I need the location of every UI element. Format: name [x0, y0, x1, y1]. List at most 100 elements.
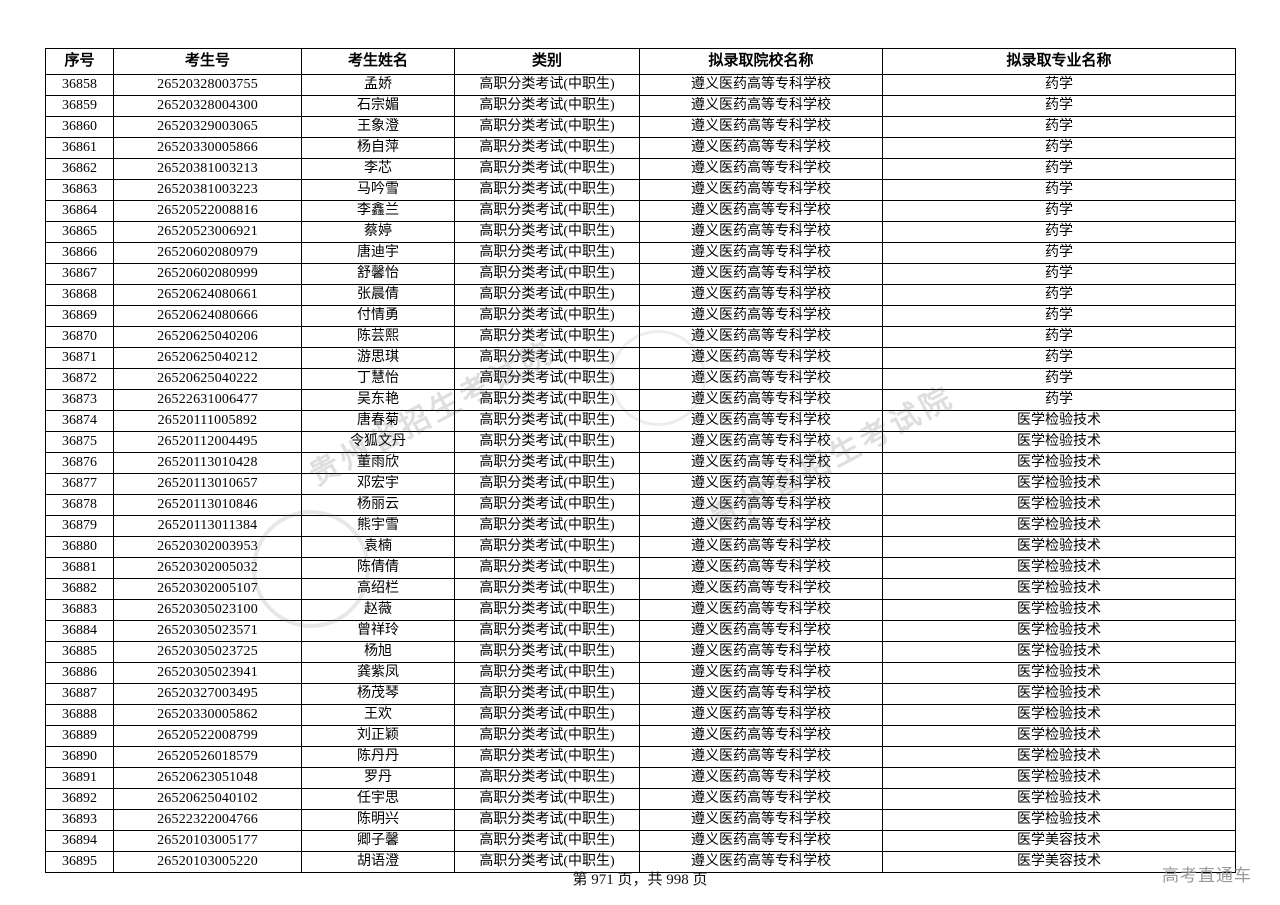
cell-major: 医学检验技术: [882, 662, 1236, 684]
cell-exam-number: 26520381003223: [113, 179, 302, 201]
table-row: 36887 26520327003495 杨茂琴 高职分类考试(中职生) 遵义医药高等专…: [45, 683, 1236, 705]
cell-category: 高职分类考试(中职生): [454, 242, 640, 264]
cell-school: 遵义医药高等专科学校: [639, 179, 883, 201]
column-header-category: 类别: [454, 48, 640, 75]
cell-school: 遵义医药高等专科学校: [639, 284, 883, 306]
cell-exam-number: 26520113010657: [113, 473, 302, 495]
cell-seq: 36893: [45, 809, 114, 831]
table-row: 36878 26520113010846 杨丽云 高职分类考试(中职生) 遵义医药高等专…: [45, 494, 1236, 516]
table-row: 36875 26520112004495 令狐文丹 高职分类考试(中职生) 遵义医药高等…: [45, 431, 1236, 453]
cell-major: 药学: [882, 200, 1236, 222]
cell-category: 高职分类考试(中职生): [454, 221, 640, 243]
cell-major: 药学: [882, 221, 1236, 243]
table-header: 序号 考生号 考生姓名 类别 拟录取院校名称 拟录取专业名称: [45, 48, 1236, 75]
cell-category: 高职分类考试(中职生): [454, 578, 640, 600]
page-number-footer: 第 971 页，共 998 页: [572, 872, 708, 888]
cell-category: 高职分类考试(中职生): [454, 431, 640, 453]
cell-category: 高职分类考试(中职生): [454, 473, 640, 495]
cell-school: 遵义医药高等专科学校: [639, 536, 883, 558]
cell-seq: 36886: [45, 662, 114, 684]
cell-category: 高职分类考试(中职生): [454, 95, 640, 117]
cell-major: 医学检验技术: [882, 452, 1236, 474]
cell-school: 遵义医药高等专科学校: [639, 431, 883, 453]
cell-candidate-name: 杨丽云: [301, 494, 455, 516]
cell-exam-number: 26520329003065: [113, 116, 302, 138]
cell-candidate-name: 孟娇: [301, 74, 455, 96]
cell-seq: 36876: [45, 452, 114, 474]
cell-school: 遵义医药高等专科学校: [639, 662, 883, 684]
cell-school: 遵义医药高等专科学校: [639, 683, 883, 705]
table-row: 36867 26520602080999 舒馨怡 高职分类考试(中职生) 遵义医药高等专…: [45, 263, 1236, 285]
cell-seq: 36863: [45, 179, 114, 201]
cell-candidate-name: 卿子馨: [301, 830, 455, 852]
table-row: 36889 26520522008799 刘正颖 高职分类考试(中职生) 遵义医药高等专…: [45, 725, 1236, 747]
table-row: 36879 26520113011384 熊宇雪 高职分类考试(中职生) 遵义医药高等专…: [45, 515, 1236, 537]
cell-seq: 36887: [45, 683, 114, 705]
cell-exam-number: 26520113011384: [113, 515, 302, 537]
cell-seq: 36892: [45, 788, 114, 810]
cell-candidate-name: 赵薇: [301, 599, 455, 621]
cell-seq: 36859: [45, 95, 114, 117]
cell-category: 高职分类考试(中职生): [454, 494, 640, 516]
cell-school: 遵义医药高等专科学校: [639, 368, 883, 390]
cell-candidate-name: 石宗媚: [301, 95, 455, 117]
cell-candidate-name: 龚紫凤: [301, 662, 455, 684]
cell-exam-number: 26520112004495: [113, 431, 302, 453]
cell-seq: 36888: [45, 704, 114, 726]
cell-candidate-name: 邓宏宇: [301, 473, 455, 495]
cell-candidate-name: 曾祥玲: [301, 620, 455, 642]
table-row: 36869 26520624080666 付情勇 高职分类考试(中职生) 遵义医药高等专…: [45, 305, 1236, 327]
cell-major: 药学: [882, 326, 1236, 348]
cell-exam-number: 26520328003755: [113, 74, 302, 96]
table-body: 36858 26520328003755 孟娇 高职分类考试(中职生) 遵义医药高等专科…: [45, 74, 1236, 873]
cell-major: 医学检验技术: [882, 725, 1236, 747]
cell-exam-number: 26520328004300: [113, 95, 302, 117]
cell-seq: 36884: [45, 620, 114, 642]
cell-school: 遵义医药高等专科学校: [639, 473, 883, 495]
cell-category: 高职分类考试(中职生): [454, 557, 640, 579]
cell-seq: 36881: [45, 557, 114, 579]
cell-seq: 36862: [45, 158, 114, 180]
cell-exam-number: 26520522008816: [113, 200, 302, 222]
table-row: 36885 26520305023725 杨旭 高职分类考试(中职生) 遵义医药高等专科…: [45, 641, 1236, 663]
cell-candidate-name: 李鑫兰: [301, 200, 455, 222]
table-row: 36892 26520625040102 任宇思 高职分类考试(中职生) 遵义医药高等专…: [45, 788, 1236, 810]
cell-category: 高职分类考试(中职生): [454, 620, 640, 642]
cell-major: 医学检验技术: [882, 473, 1236, 495]
cell-exam-number: 26520625040206: [113, 326, 302, 348]
cell-seq: 36877: [45, 473, 114, 495]
cell-school: 遵义医药高等专科学校: [639, 557, 883, 579]
column-header-candidate-name: 考生姓名: [301, 48, 455, 75]
cell-major: 医学检验技术: [882, 683, 1236, 705]
cell-school: 遵义医药高等专科学校: [639, 410, 883, 432]
cell-candidate-name: 蔡婷: [301, 221, 455, 243]
cell-major: 医学美容技术: [882, 851, 1236, 873]
cell-category: 高职分类考试(中职生): [454, 137, 640, 159]
cell-exam-number: 26520330005866: [113, 137, 302, 159]
cell-candidate-name: 熊宇雪: [301, 515, 455, 537]
cell-category: 高职分类考试(中职生): [454, 767, 640, 789]
table-row: 36877 26520113010657 邓宏宇 高职分类考试(中职生) 遵义医药高等专…: [45, 473, 1236, 495]
cell-seq: 36868: [45, 284, 114, 306]
cell-seq: 36864: [45, 200, 114, 222]
cell-candidate-name: 罗丹: [301, 767, 455, 789]
cell-candidate-name: 陈芸熙: [301, 326, 455, 348]
cell-candidate-name: 王象澄: [301, 116, 455, 138]
cell-seq: 36883: [45, 599, 114, 621]
cell-major: 医学检验技术: [882, 494, 1236, 516]
cell-major: 药学: [882, 368, 1236, 390]
cell-seq: 36860: [45, 116, 114, 138]
cell-candidate-name: 董雨欣: [301, 452, 455, 474]
cell-major: 医学检验技术: [882, 536, 1236, 558]
table-row: 36864 26520522008816 李鑫兰 高职分类考试(中职生) 遵义医药高等专…: [45, 200, 1236, 222]
cell-candidate-name: 吴东艳: [301, 389, 455, 411]
cell-category: 高职分类考试(中职生): [454, 284, 640, 306]
cell-exam-number: 26520624080666: [113, 305, 302, 327]
cell-seq: 36895: [45, 851, 114, 873]
cell-exam-number: 26520305023100: [113, 599, 302, 621]
cell-category: 高职分类考试(中职生): [454, 683, 640, 705]
cell-school: 遵义医药高等专科学校: [639, 263, 883, 285]
cell-school: 遵义医药高等专科学校: [639, 494, 883, 516]
cell-category: 高职分类考试(中职生): [454, 158, 640, 180]
